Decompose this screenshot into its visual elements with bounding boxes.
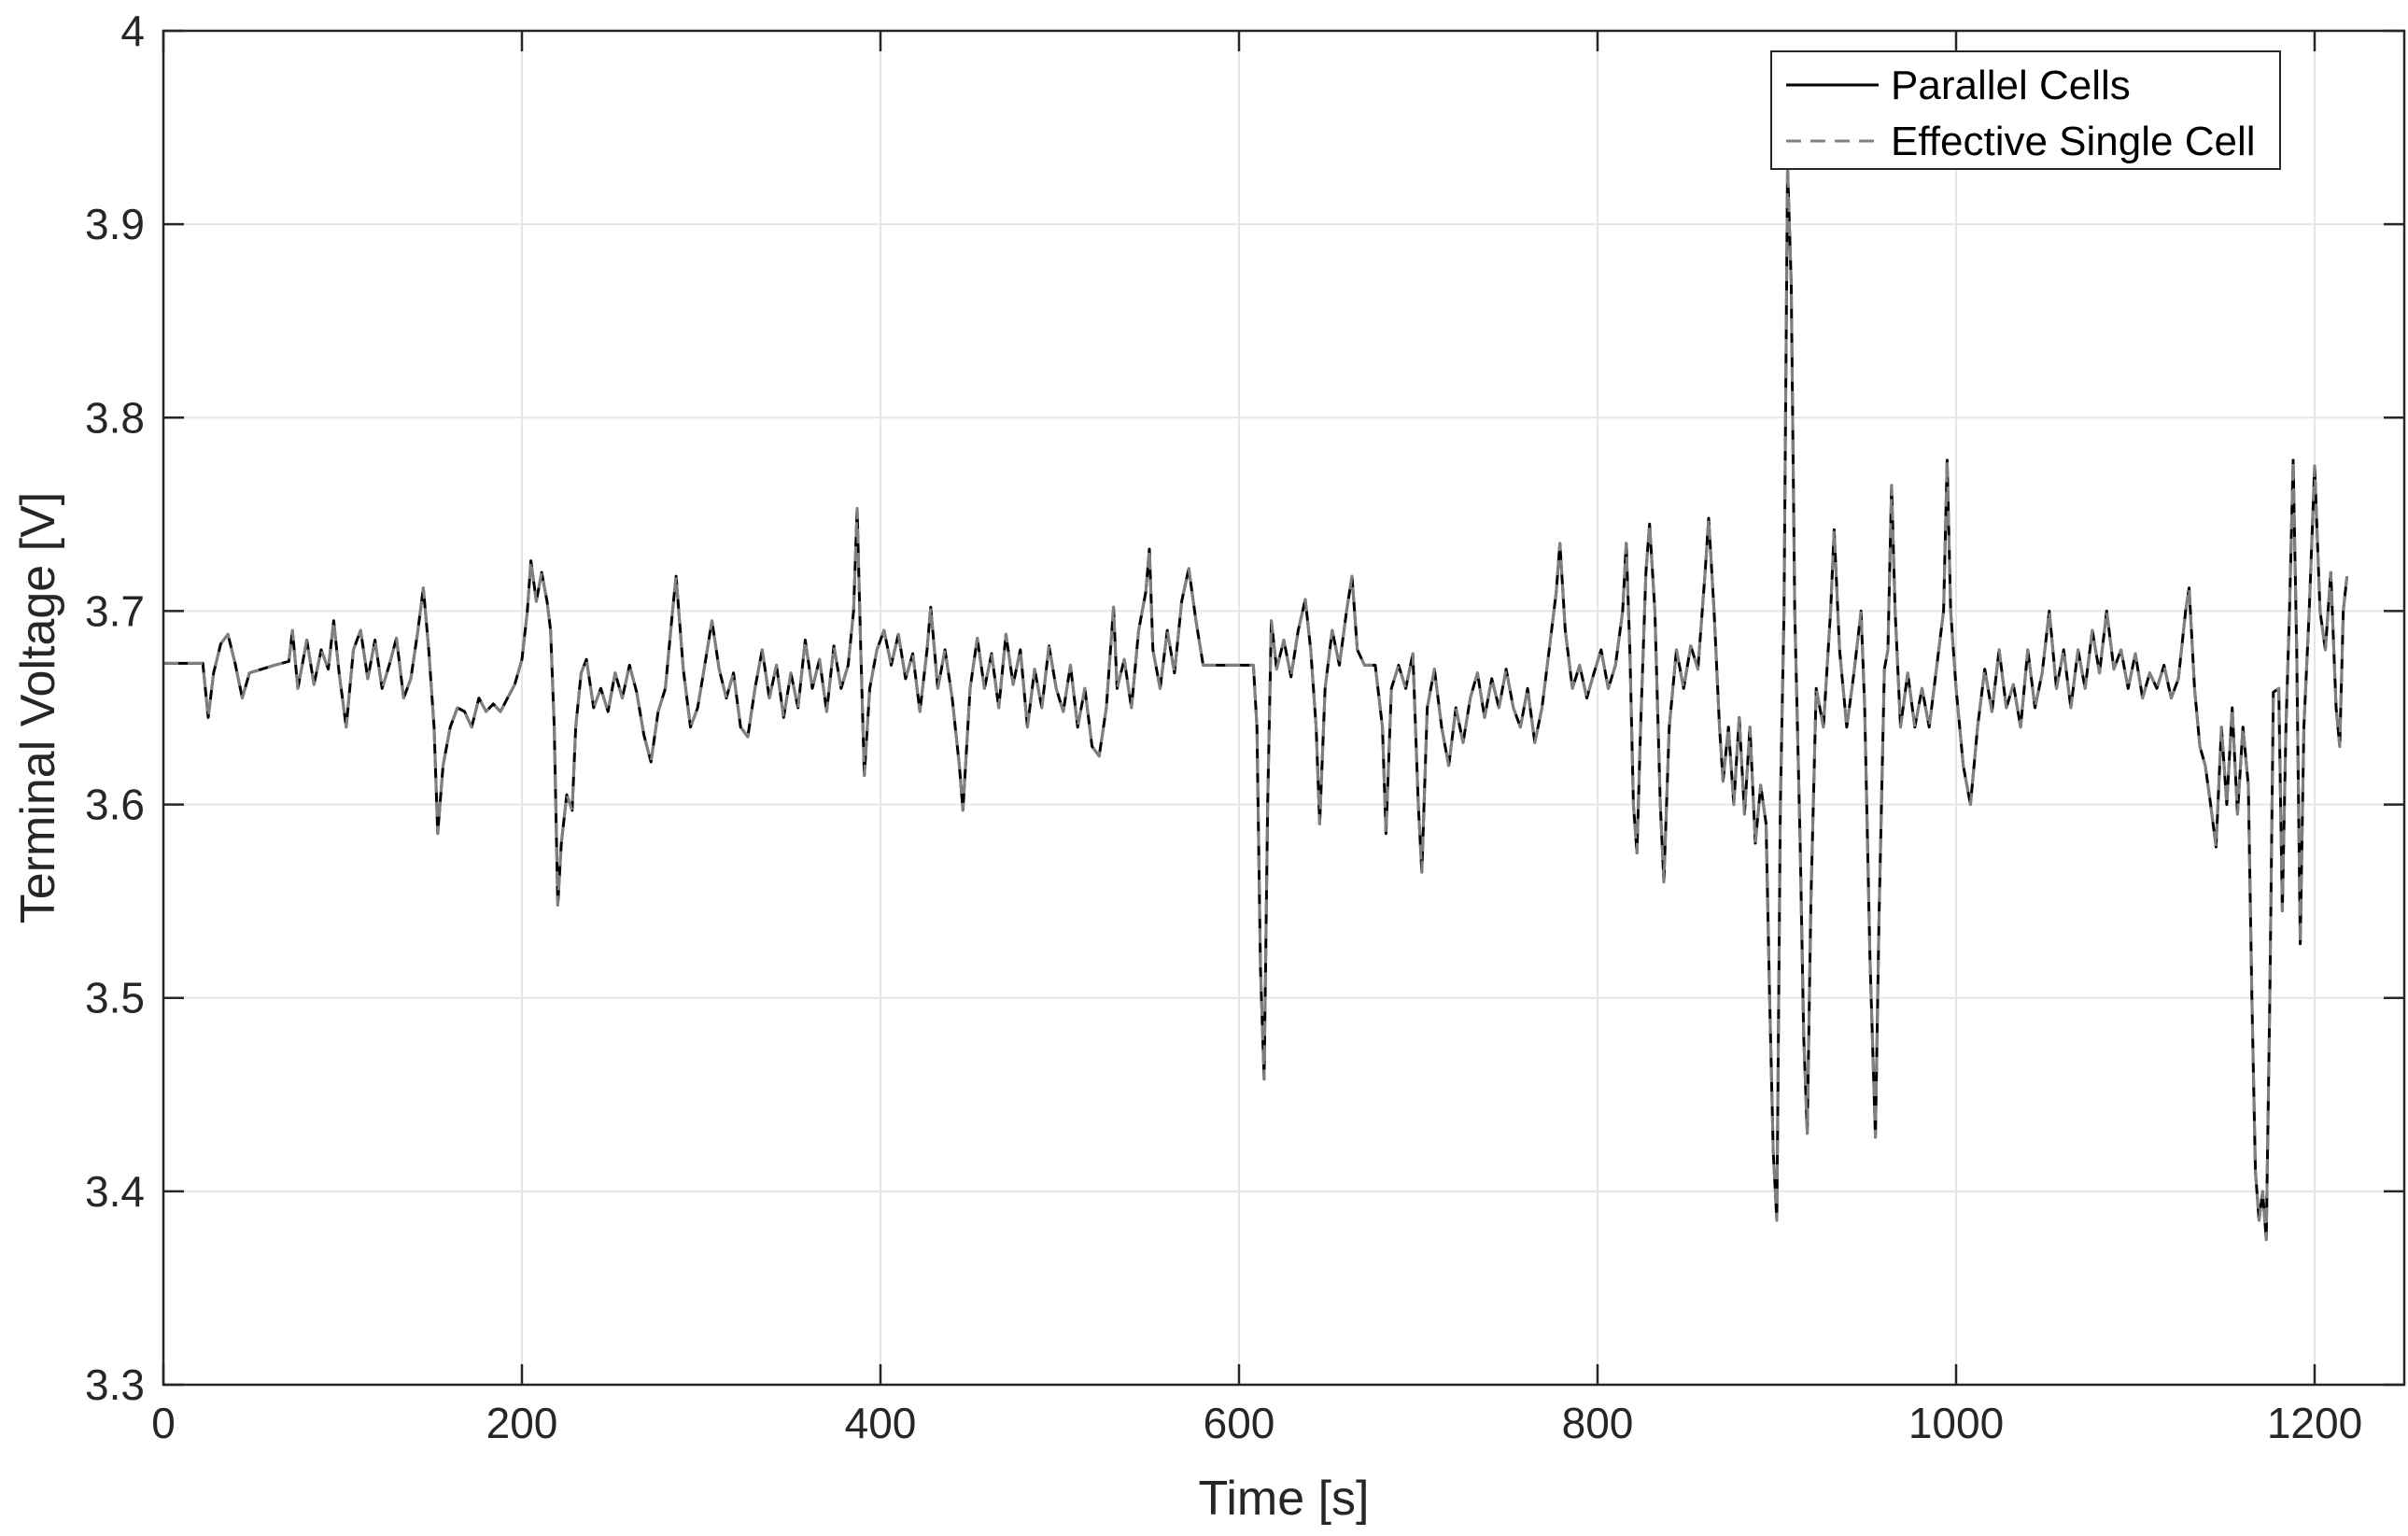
legend-label-effective-single-cell: Effective Single Cell [1891, 119, 2256, 164]
y-tick-label: 4 [120, 7, 145, 55]
x-tick-labels: 0 200 400 600 800 1000 1200 [151, 1399, 2362, 1447]
plot-frame [162, 29, 2406, 1387]
x-tick-label: 800 [1562, 1399, 1634, 1447]
x-tick-label: 1000 [1908, 1399, 2004, 1447]
x-tick-label: 400 [845, 1399, 917, 1447]
y-tick-label: 3.7 [85, 586, 145, 635]
axis-ticks [162, 29, 2404, 1387]
y-axis-label: Terminal Voltage [V] [11, 492, 65, 923]
legend: Parallel Cells Effective Single Cell [1770, 50, 2281, 170]
legend-box [1770, 50, 2281, 170]
x-tick-label: 0 [151, 1399, 176, 1447]
y-tick-label: 3.4 [85, 1167, 145, 1216]
x-axis-label: Time [s] [1199, 1472, 1370, 1526]
y-tick-label: 3.5 [85, 974, 145, 1022]
y-tick-label: 3.8 [85, 393, 145, 442]
x-tick-label: 1200 [2267, 1399, 2362, 1447]
grid-lines [162, 30, 2404, 1386]
series-line-effective-single-cell [163, 164, 2349, 1242]
y-tick-label: 3.6 [85, 781, 145, 829]
y-tick-labels: 3.3 3.4 3.5 3.6 3.7 3.8 3.9 4 [85, 7, 145, 1409]
y-tick-label: 3.9 [85, 200, 145, 248]
series-layer [163, 164, 2349, 1242]
legend-label-parallel-cells: Parallel Cells [1891, 63, 2131, 108]
y-tick-label: 3.3 [85, 1360, 145, 1409]
x-tick-label: 600 [1204, 1399, 1275, 1447]
plot-background [163, 31, 2404, 1385]
x-tick-label: 200 [486, 1399, 558, 1447]
